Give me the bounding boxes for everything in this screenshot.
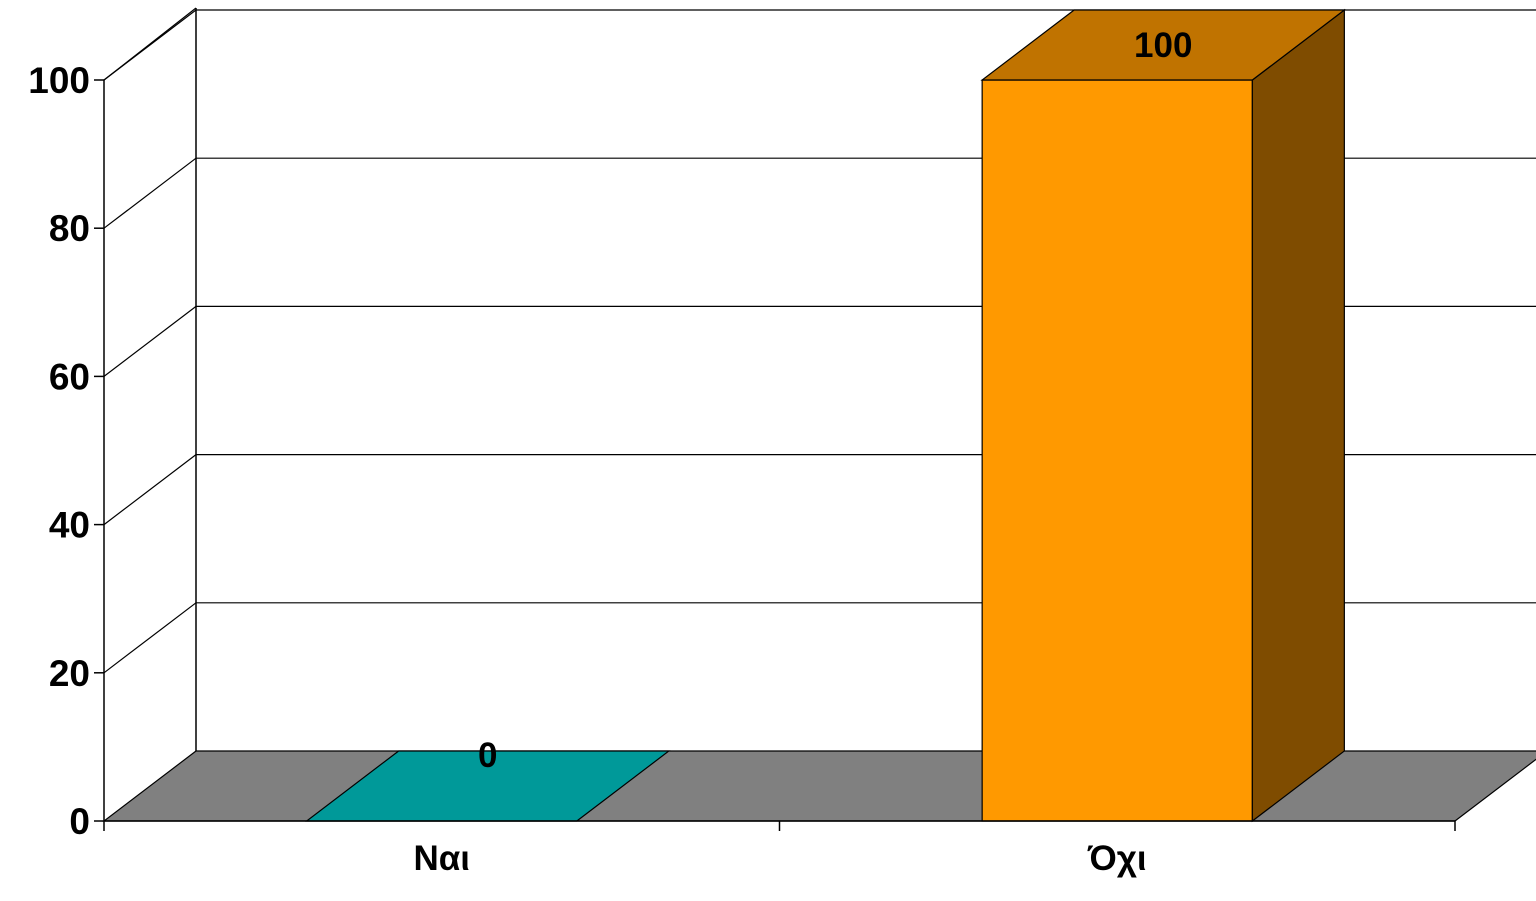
y-tick-label: 0 — [69, 801, 90, 842]
bars — [304, 8, 1347, 823]
side-gridline — [103, 305, 197, 377]
side-gridline — [103, 454, 197, 526]
bar-front-1 — [981, 79, 1253, 822]
y-tick-label: 40 — [49, 505, 90, 546]
y-tick-label: 60 — [49, 356, 90, 397]
category-label: Όχι — [1087, 839, 1147, 878]
y-tick-label: 80 — [49, 208, 90, 249]
data-label: 100 — [1134, 26, 1192, 65]
data-labels: 0 100 — [478, 26, 1192, 775]
x-axis-labels: Ναι Όχι — [413, 839, 1146, 878]
y-axis-ticks: 0 20 40 60 80 100 — [28, 60, 104, 842]
side-gridline — [103, 157, 197, 229]
y-tick-label: 20 — [49, 653, 90, 694]
side-gridline — [103, 602, 197, 674]
category-label: Ναι — [413, 839, 470, 878]
side-wall-top — [103, 7, 197, 81]
axes — [103, 80, 1456, 831]
y-tick-label: 100 — [28, 60, 90, 101]
bar-side-1 — [1251, 8, 1345, 823]
data-label: 0 — [478, 736, 497, 775]
bar-top-1 — [980, 9, 1347, 81]
